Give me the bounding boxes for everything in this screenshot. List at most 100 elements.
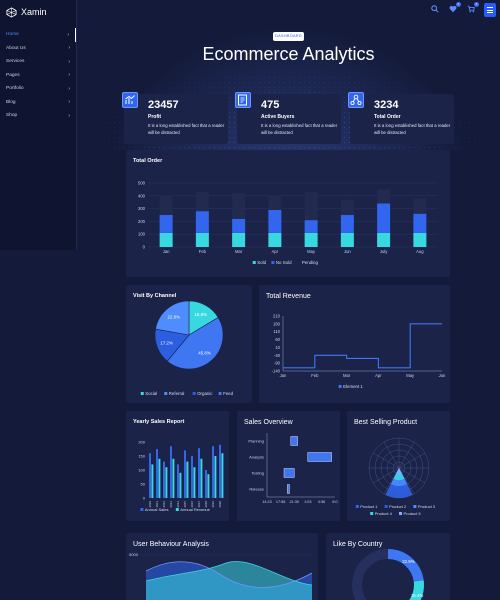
user-behaviour-chart: 5000	[129, 552, 313, 600]
spoke-line	[383, 467, 400, 495]
bar-segment	[268, 209, 282, 233]
bar-segment	[413, 213, 427, 233]
bar	[179, 472, 182, 498]
bar	[219, 444, 221, 498]
bar	[172, 458, 175, 498]
nav-item-home[interactable]: Home ›	[0, 28, 76, 42]
x-tick-label: 2011	[155, 501, 159, 508]
bar-segment	[159, 232, 173, 247]
y-tick-label: 0	[143, 245, 146, 250]
bar	[214, 456, 217, 498]
bar	[177, 464, 179, 498]
cart-icon[interactable]: 0	[466, 2, 479, 15]
brand-name: Xamin	[21, 7, 47, 17]
bar-segment	[340, 215, 354, 233]
heart-icon[interactable]: 0	[448, 2, 461, 15]
x-tick-label: 2016	[190, 501, 194, 508]
stat-value: 23457	[148, 99, 179, 111]
x-tick-label: 2015	[183, 501, 187, 508]
x-tick-label: 21:30	[289, 500, 299, 504]
user-behaviour-card: User Behaviour Analysis 5000	[126, 533, 318, 600]
x-tick-label: 1:03	[304, 500, 311, 504]
y-tick-label: 50	[141, 482, 146, 487]
like-by-country-card: Like By Country 22.9% 15.4%	[326, 533, 450, 600]
legend-label: Feed	[223, 391, 234, 396]
top-actions: 0 0	[430, 2, 496, 17]
sales-overview-chart: Planning Analysis Testing Release 14:23 17:58…	[248, 433, 338, 504]
legend-label: Social	[145, 391, 157, 396]
nav-item-services[interactable]: Services ›	[0, 55, 76, 69]
bar-segment	[159, 215, 173, 233]
task-bar	[290, 436, 298, 446]
nav-item-about[interactable]: About Us ›	[0, 42, 76, 56]
bar-segment	[268, 195, 282, 210]
total-revenue-card: Total Revenue 210 160 110 60 10 -40 -90 -140 Jan…	[259, 285, 450, 403]
x-tick-label: 2017	[197, 501, 201, 508]
legend-label: Annual Revenue	[180, 507, 210, 512]
cart-badge: 0	[474, 2, 479, 7]
bar	[149, 453, 151, 498]
nav-item-label: Pages	[6, 72, 20, 78]
data-label: 22.8%	[167, 314, 180, 319]
brand[interactable]: Xamin	[0, 0, 76, 24]
wishlist-badge: 0	[456, 2, 461, 7]
nav-item-label: About Us	[6, 45, 26, 51]
data-label: 22.9%	[402, 559, 415, 564]
bar-segment	[159, 195, 173, 215]
nav-item-pages[interactable]: Pages ›	[0, 69, 76, 83]
y-tick-label: Release	[249, 487, 264, 492]
yearly-sales-chart: 0 50 100 150 200 2010 2011 2012 2013 2014 2015 2016…	[138, 440, 224, 512]
y-tick-label: Planning	[248, 439, 264, 444]
y-tick-label: 10	[275, 345, 280, 350]
brand-logo-icon	[6, 6, 17, 18]
bar	[158, 458, 161, 498]
data-label: 17.2%	[160, 341, 173, 346]
legend-swatch	[355, 505, 359, 508]
nav-item-portfolio[interactable]: Portfolio ›	[0, 82, 76, 96]
card-title: Yearly Sales Report	[133, 419, 185, 425]
bar	[170, 446, 172, 498]
nav-item-blog[interactable]: Blog ›	[0, 96, 76, 110]
bar	[156, 449, 158, 498]
hamburger-menu-button[interactable]	[484, 3, 496, 17]
chevron-right-icon: ›	[68, 58, 70, 65]
total-order-card: Total Order 0 100 200 300 400 500 Jan Feb Mar Apr…	[126, 150, 450, 277]
x-tick-label: Jun	[439, 373, 446, 378]
y-tick-label: -40	[274, 353, 281, 358]
nav-item-label: Shop	[6, 113, 18, 119]
bar	[193, 467, 196, 498]
bar-segment	[232, 193, 246, 219]
bar-segment	[268, 232, 282, 247]
stat-label: Active Buyers	[261, 114, 295, 120]
polar-segment	[396, 468, 402, 474]
bar	[207, 474, 210, 498]
bar	[165, 467, 168, 498]
y-tick-label: 500	[138, 181, 146, 186]
legend-label: Sold	[257, 260, 266, 265]
bar-segment	[413, 232, 427, 247]
task-bar	[283, 468, 295, 478]
nav-menu: Home › About Us › Services › Pages › Portfol…	[0, 28, 76, 123]
legend-label: Organic	[197, 391, 213, 396]
x-tick-label: Jun	[344, 249, 351, 254]
x-tick-label: 2012	[162, 501, 166, 508]
bar	[191, 456, 193, 498]
x-tick-label: 17:58	[276, 500, 286, 504]
card-title: Like By Country	[333, 541, 383, 548]
y-tick-label: 100	[138, 232, 146, 237]
x-tick-label: Feb	[311, 373, 319, 378]
search-icon[interactable]	[430, 5, 440, 15]
nav-item-label: Home	[6, 32, 19, 38]
nav-item-shop[interactable]: Shop ›	[0, 109, 76, 123]
stat-card-orders: 3234 Total Order It is a long establishe…	[348, 92, 454, 144]
y-tick-label: 100	[138, 468, 145, 473]
bar	[151, 464, 154, 498]
legend-swatch	[338, 385, 342, 388]
chevron-right-icon: ›	[68, 112, 70, 119]
x-tick-label: 2014	[176, 501, 180, 508]
legend-label: Annual Sales	[145, 507, 169, 512]
hero-badge: DASHBOARD	[273, 32, 304, 41]
stat-value: 475	[261, 99, 280, 111]
y-tick-label: -90	[274, 361, 281, 366]
chart-icon	[122, 92, 138, 108]
